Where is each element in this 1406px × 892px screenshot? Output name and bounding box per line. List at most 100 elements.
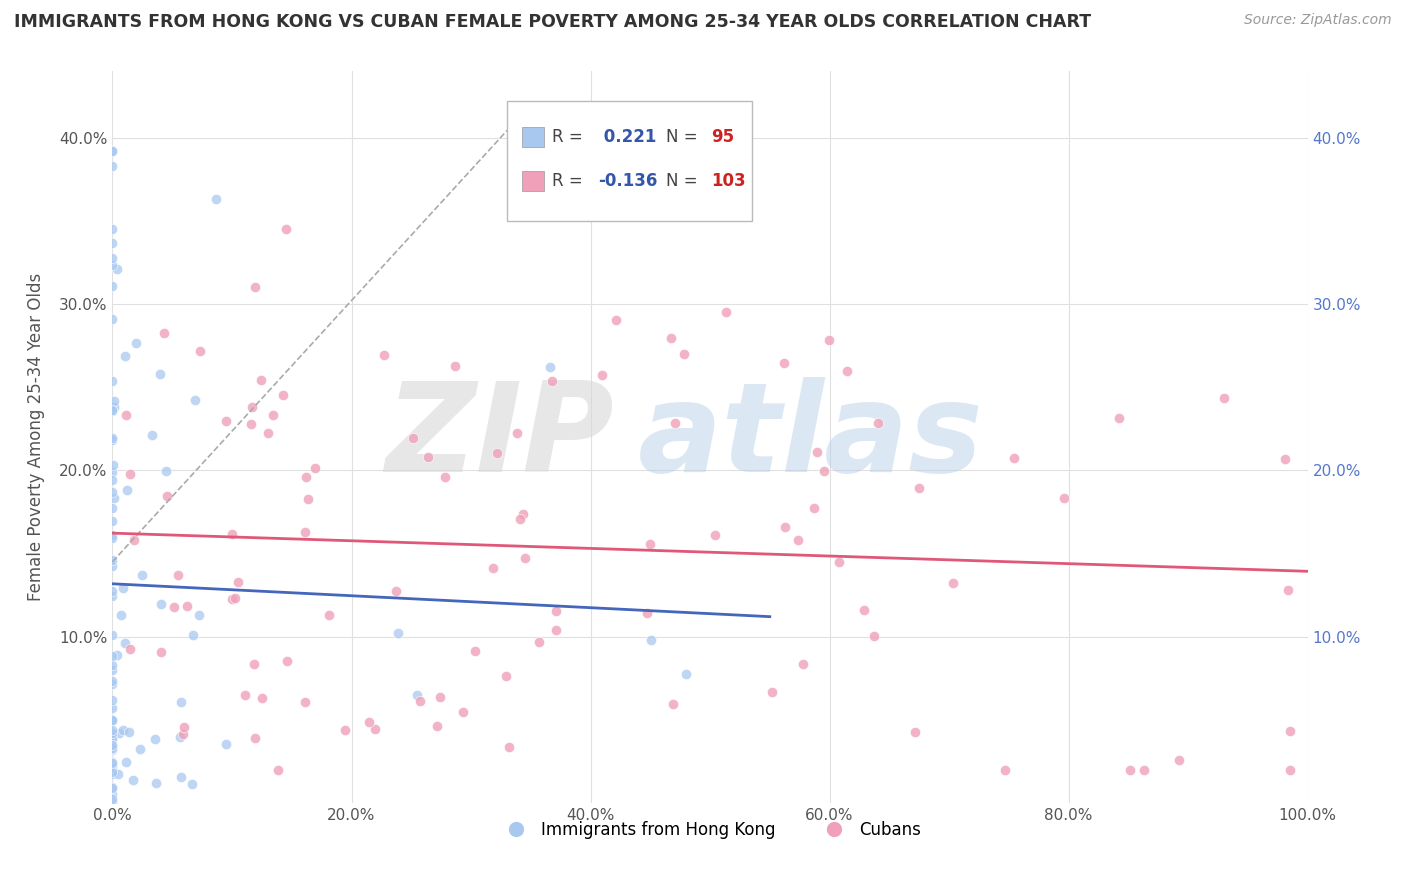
Point <box>409 694 432 708</box>
Point <box>101 760 124 774</box>
Point <box>240 401 263 415</box>
Point <box>294 695 316 709</box>
Point <box>173 720 195 734</box>
Point <box>101 738 124 752</box>
Point <box>112 723 135 737</box>
Point <box>181 777 204 791</box>
Point <box>101 674 124 689</box>
Point <box>101 741 124 756</box>
Point <box>188 343 211 358</box>
Point <box>304 461 326 475</box>
Point <box>101 312 124 326</box>
Point <box>761 685 783 699</box>
Point <box>544 623 567 637</box>
Point <box>149 645 172 659</box>
Text: R =: R = <box>553 128 588 146</box>
Legend: Immigrants from Hong Kong, Cubans: Immigrants from Hong Kong, Cubans <box>492 814 928 846</box>
Point <box>105 261 128 276</box>
Point <box>122 533 145 547</box>
Point <box>101 235 124 250</box>
Point <box>703 527 725 541</box>
Point <box>942 575 965 590</box>
Point <box>252 691 274 706</box>
Point <box>482 561 505 575</box>
Point <box>101 787 124 801</box>
Point <box>498 739 520 754</box>
Point <box>101 713 124 727</box>
Point <box>1277 582 1299 597</box>
Point <box>276 654 298 668</box>
Point <box>364 722 387 736</box>
Point <box>101 222 124 236</box>
Point <box>787 533 810 547</box>
Point <box>101 780 124 795</box>
Point <box>101 713 124 727</box>
Point <box>101 501 124 516</box>
Text: 103: 103 <box>711 172 745 190</box>
Point <box>170 770 193 784</box>
Point <box>101 484 124 499</box>
Point <box>640 632 662 647</box>
Point <box>1274 452 1296 467</box>
Point <box>243 731 266 745</box>
Point <box>267 763 290 777</box>
Point <box>385 584 408 599</box>
Point <box>101 403 124 417</box>
Point <box>464 644 486 658</box>
Point <box>101 590 124 604</box>
Point <box>101 756 124 770</box>
Point <box>101 160 124 174</box>
Point <box>806 445 828 459</box>
Point <box>101 792 124 806</box>
Point <box>101 558 124 573</box>
Point <box>128 741 150 756</box>
Point <box>294 470 316 484</box>
Point <box>101 584 124 599</box>
Point <box>172 727 194 741</box>
Text: 95: 95 <box>711 128 734 146</box>
Point <box>426 719 449 733</box>
Point <box>243 280 266 294</box>
Point <box>546 604 568 618</box>
Point <box>101 259 124 273</box>
Point <box>101 375 124 389</box>
Point <box>115 408 138 422</box>
Point <box>638 537 661 551</box>
Point <box>673 347 696 361</box>
Point <box>107 725 129 739</box>
Point <box>101 628 124 642</box>
Point <box>103 393 125 408</box>
Point <box>1167 753 1189 767</box>
Point <box>224 591 246 605</box>
Point <box>444 359 467 373</box>
Point <box>101 279 124 293</box>
Point <box>101 145 124 159</box>
Point <box>170 695 193 709</box>
Point <box>318 607 340 622</box>
Point <box>115 755 138 769</box>
Point <box>495 669 517 683</box>
Point <box>101 739 124 753</box>
Point <box>101 251 124 265</box>
Point <box>118 725 141 739</box>
Point <box>1108 410 1130 425</box>
Point <box>1213 391 1236 405</box>
Point <box>110 607 132 622</box>
Point <box>828 555 851 569</box>
Point <box>167 567 190 582</box>
Point <box>115 483 138 497</box>
Point <box>792 657 814 671</box>
Point <box>662 697 685 711</box>
Point <box>101 693 124 707</box>
Point <box>114 349 136 363</box>
Point <box>163 599 186 614</box>
Point <box>813 464 835 478</box>
Point <box>101 458 124 472</box>
Point <box>101 714 124 729</box>
Point <box>101 514 124 528</box>
Point <box>863 629 886 643</box>
Point <box>101 723 124 737</box>
Point <box>187 607 209 622</box>
Point <box>256 426 278 441</box>
Text: R =: R = <box>553 172 588 190</box>
